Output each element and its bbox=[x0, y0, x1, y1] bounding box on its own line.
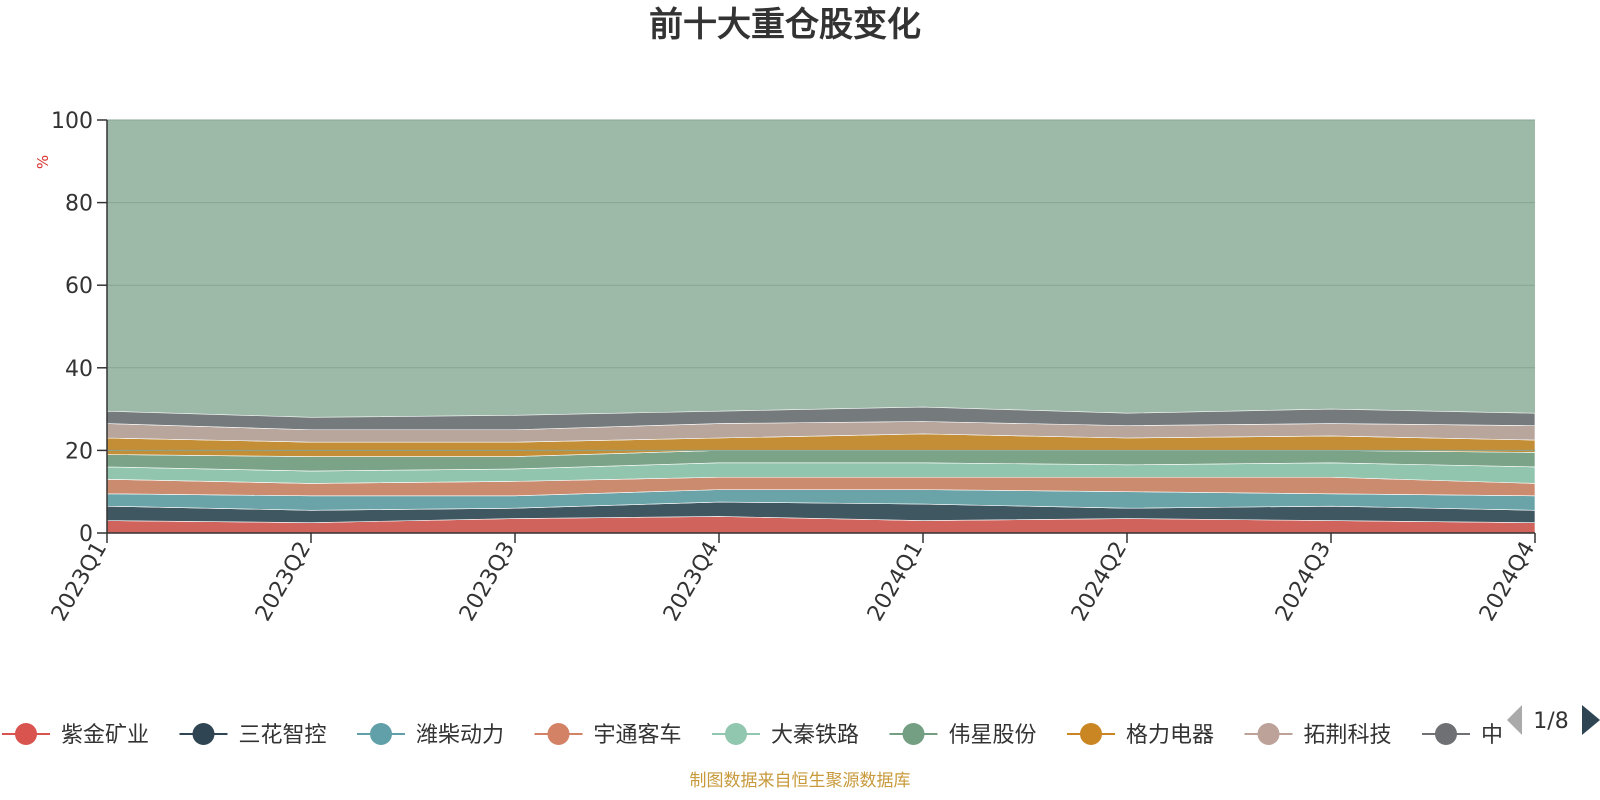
legend-label: 伟星股份 bbox=[949, 723, 1037, 748]
legend-item-1[interactable]: 紫金矿业 bbox=[2, 723, 149, 748]
legend-label: 拓荆科技 bbox=[1304, 723, 1392, 748]
legend-label: 紫金矿业 bbox=[61, 723, 149, 748]
y-tick-label: 20 bbox=[65, 439, 93, 464]
grid-lines bbox=[107, 119, 1535, 451]
legend-label: 潍柴动力 bbox=[416, 723, 504, 748]
legend-marker-icon bbox=[1257, 723, 1280, 745]
legend-marker-icon bbox=[1080, 723, 1102, 745]
x-tick-label: 2024Q2 bbox=[1067, 538, 1132, 626]
x-tick-label: 2023Q3 bbox=[455, 538, 520, 626]
y-tick-label: 100 bbox=[51, 109, 93, 134]
legend-marker-icon bbox=[725, 723, 747, 745]
legend-marker-icon bbox=[1435, 723, 1457, 745]
legend: 紫金矿业 三花智控 潍柴动力 宇通客车 大秦铁路 伟星股份 格力电器 拓荆科技 中 bbox=[2, 723, 1503, 748]
x-tick-label: 2023Q1 bbox=[47, 538, 112, 626]
legend-marker-icon bbox=[15, 723, 37, 745]
y-axis-unit: % bbox=[34, 155, 52, 169]
x-tick-label: 2023Q2 bbox=[251, 538, 316, 626]
legend-item-6[interactable]: 伟星股份 bbox=[889, 723, 1037, 748]
chart-title: 前十大重仓股变化 bbox=[649, 5, 921, 45]
legend-label: 大秦铁路 bbox=[771, 723, 859, 748]
legend-item-2[interactable]: 三花智控 bbox=[179, 723, 327, 748]
legend-marker-icon bbox=[547, 723, 570, 745]
legend-marker-icon bbox=[370, 723, 392, 745]
legend-next-arrow-icon[interactable] bbox=[1582, 705, 1600, 735]
legend-item-8[interactable]: 拓荆科技 bbox=[1244, 723, 1392, 748]
legend-label: 宇通客车 bbox=[594, 723, 682, 748]
source-note: 制图数据来自恒生聚源数据库 bbox=[690, 771, 911, 791]
y-tick-label: 40 bbox=[65, 357, 93, 382]
x-tick-label: 2023Q4 bbox=[659, 538, 724, 626]
area-series-9 bbox=[106, 406, 1536, 431]
x-tick-label: 2024Q4 bbox=[1475, 538, 1540, 626]
y-tick-label: 80 bbox=[65, 192, 93, 217]
y-tick-label: 0 bbox=[79, 522, 93, 547]
legend-marker-icon bbox=[902, 723, 925, 745]
legend-label: 三花智控 bbox=[239, 723, 327, 748]
legend-marker-icon bbox=[192, 723, 215, 745]
legend-item-7[interactable]: 格力电器 bbox=[1067, 723, 1214, 748]
y-tick-label: 60 bbox=[65, 274, 93, 299]
legend-item-4[interactable]: 宇通客车 bbox=[534, 723, 682, 748]
legend-item-9[interactable]: 中 bbox=[1422, 723, 1503, 748]
legend-label: 中 bbox=[1481, 723, 1503, 748]
legend-page-indicator: 1/8 bbox=[1533, 709, 1568, 734]
plot-area bbox=[106, 120, 1536, 534]
x-tick-label: 2024Q3 bbox=[1271, 538, 1336, 626]
legend-pager: 1/8 bbox=[1507, 705, 1600, 735]
legend-prev-arrow-icon[interactable] bbox=[1507, 705, 1522, 735]
legend-item-5[interactable]: 大秦铁路 bbox=[712, 723, 859, 748]
legend-label: 格力电器 bbox=[1126, 723, 1214, 748]
legend-item-3[interactable]: 潍柴动力 bbox=[357, 723, 504, 748]
x-tick-label: 2024Q1 bbox=[863, 538, 928, 626]
